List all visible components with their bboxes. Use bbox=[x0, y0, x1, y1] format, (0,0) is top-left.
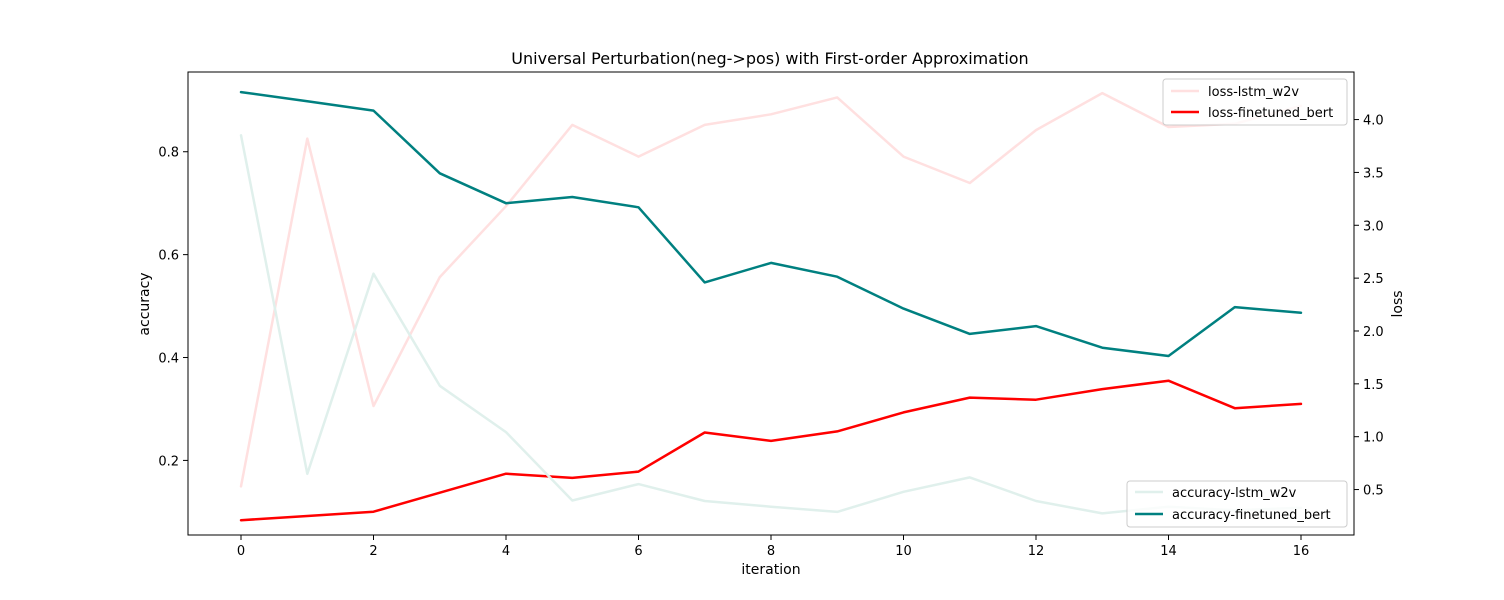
x-tick-label: 12 bbox=[1028, 544, 1045, 559]
chart-title: Universal Perturbation(neg->pos) with Fi… bbox=[511, 49, 1028, 68]
series-line-accuracy-lstm-w2v bbox=[239, 134, 1303, 515]
legend-accuracy: accuracy-lstm_w2v accuracy-finetuned_ber… bbox=[1126, 480, 1348, 528]
legend-accuracy-box bbox=[1126, 480, 1348, 528]
plot-lines bbox=[239, 90, 1303, 522]
series-line-loss-lstm-w2v bbox=[239, 91, 1303, 488]
legend-loss-lstm-label: loss-lstm_w2v bbox=[1208, 85, 1299, 100]
y-axis-left-title: accuracy bbox=[137, 272, 153, 335]
y-right-tick-label: 2.5 bbox=[1363, 272, 1384, 287]
y-axis-right-title: loss bbox=[1390, 290, 1406, 317]
x-tick-label: 0 bbox=[237, 544, 245, 559]
y-left-tick-label: 0.2 bbox=[158, 454, 179, 469]
x-tick-label: 14 bbox=[1160, 544, 1177, 559]
y-left-tick-label: 0.6 bbox=[158, 249, 179, 264]
x-tick-label: 4 bbox=[502, 544, 510, 559]
y-right-tick-label: 1.0 bbox=[1363, 431, 1384, 446]
x-tick-label: 10 bbox=[895, 544, 912, 559]
y-axis-left: 0.2 0.4 0.6 0.8 bbox=[158, 146, 188, 469]
y-right-tick-label: 4.0 bbox=[1363, 114, 1384, 129]
x-axis: 0 2 4 6 8 10 12 14 16 bbox=[237, 535, 1309, 559]
legend-loss-bert-label: loss-finetuned_bert bbox=[1208, 106, 1333, 121]
series-line-accuracy-finetuned-bert bbox=[239, 90, 1303, 358]
x-tick-label: 6 bbox=[634, 544, 642, 559]
series-line-loss-finetuned-bert bbox=[239, 379, 1303, 522]
legend-accuracy-lstm-label: accuracy-lstm_w2v bbox=[1172, 486, 1297, 501]
legend-loss: loss-lstm_w2v loss-finetuned_bert bbox=[1162, 78, 1348, 126]
y-right-tick-label: 3.0 bbox=[1363, 219, 1384, 234]
legend-loss-box bbox=[1162, 78, 1348, 126]
x-tick-label: 2 bbox=[369, 544, 377, 559]
y-right-tick-label: 2.0 bbox=[1363, 325, 1384, 340]
y-axis-right: 0.5 1.0 1.5 2.0 2.5 3.0 3.5 4.0 bbox=[1354, 114, 1384, 499]
y-right-tick-label: 3.5 bbox=[1363, 166, 1384, 181]
x-tick-label: 16 bbox=[1293, 544, 1310, 559]
x-tick-label: 8 bbox=[767, 544, 775, 559]
legend-accuracy-bert-label: accuracy-finetuned_bert bbox=[1172, 508, 1331, 523]
y-left-tick-label: 0.4 bbox=[158, 352, 179, 367]
y-left-tick-label: 0.8 bbox=[158, 146, 179, 161]
y-right-tick-label: 0.5 bbox=[1363, 484, 1384, 499]
y-right-tick-label: 1.5 bbox=[1363, 378, 1384, 393]
x-axis-title: iteration bbox=[741, 562, 800, 578]
